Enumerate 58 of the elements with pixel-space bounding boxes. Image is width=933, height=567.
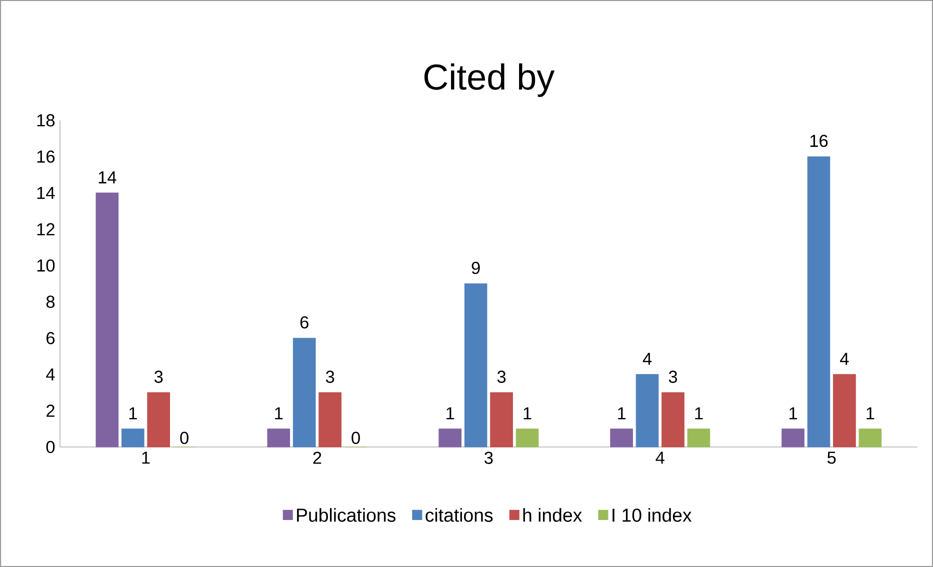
data-label: 16 [810, 134, 828, 148]
bar [858, 428, 882, 448]
bar [147, 392, 170, 448]
bar [662, 392, 684, 448]
y-tick-label: 14 [37, 186, 55, 199]
data-label: 3 [497, 370, 506, 383]
data-label: 6 [300, 316, 308, 328]
y-tick-label: 8 [46, 296, 55, 308]
data-label: 3 [668, 370, 678, 383]
bar [833, 374, 856, 448]
bar [292, 338, 316, 448]
data-label: 1 [129, 407, 137, 420]
data-label: 1 [618, 407, 626, 420]
bar [490, 392, 513, 448]
data-label: 1 [866, 407, 874, 420]
data-label: 1 [446, 407, 454, 420]
bar [438, 428, 462, 448]
bar [516, 428, 539, 448]
data-label: 1 [275, 407, 283, 420]
y-tick-label: 6 [46, 332, 55, 344]
data-label: 0 [180, 432, 188, 444]
y-tick-label: 16 [37, 150, 55, 163]
bar [636, 374, 659, 448]
x-tick-label: 4 [656, 452, 664, 464]
bar [807, 156, 830, 448]
bar [464, 283, 488, 448]
data-label: 1 [524, 407, 532, 420]
data-label: 0 [352, 432, 360, 444]
legend-label: citations [426, 508, 493, 522]
y-tick-label: 4 [46, 368, 55, 380]
bar [318, 392, 342, 448]
data-label: 3 [326, 370, 334, 383]
data-label: 14 [98, 171, 116, 184]
bar [782, 428, 804, 448]
y-tick-label: 0 [46, 440, 55, 454]
chart-title: Cited by [424, 63, 555, 97]
legend-label: I 10 index [612, 508, 692, 522]
bar [610, 428, 633, 448]
x-tick-label: 2 [313, 452, 322, 464]
data-label: 4 [840, 352, 849, 365]
data-label: 9 [472, 262, 480, 274]
x-tick-label: 1 [142, 452, 150, 464]
data-label: 1 [695, 407, 703, 420]
data-label: 1 [790, 407, 797, 420]
bar [121, 428, 144, 448]
y-tick-label: 12 [37, 223, 54, 236]
legend-label: h index [523, 508, 582, 522]
legend-label: Publications [297, 508, 396, 522]
x-tick-label: 3 [484, 452, 493, 464]
y-tick-label: 2 [46, 404, 54, 417]
bar [687, 428, 710, 448]
bar [267, 428, 290, 448]
data-label: 3 [154, 370, 163, 383]
y-tick-label: 10 [37, 259, 55, 272]
x-tick-label: 5 [827, 452, 836, 464]
data-label: 4 [642, 352, 652, 365]
y-tick-label: 18 [37, 114, 55, 126]
bar [96, 192, 119, 448]
